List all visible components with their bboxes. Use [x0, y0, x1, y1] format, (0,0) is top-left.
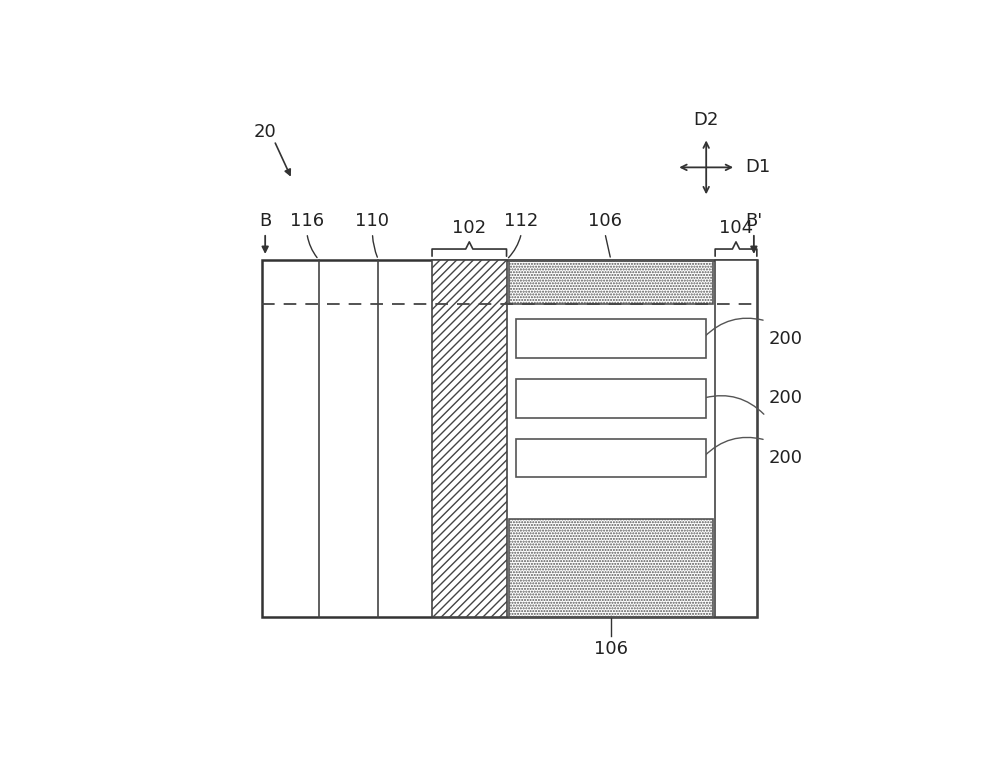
Bar	[715, 260, 757, 618]
Text: D1: D1	[745, 159, 770, 176]
Text: B: B	[259, 212, 271, 230]
Text: 106: 106	[594, 640, 628, 658]
Bar	[509, 519, 713, 618]
Text: 200: 200	[769, 330, 803, 348]
Bar	[516, 379, 706, 418]
Text: 112: 112	[504, 212, 539, 230]
Bar	[262, 260, 757, 618]
Text: 110: 110	[355, 212, 389, 230]
Text: 106: 106	[588, 212, 622, 230]
Text: 102: 102	[452, 219, 486, 237]
Text: 116: 116	[290, 212, 324, 230]
Bar	[516, 439, 706, 478]
Bar	[509, 260, 713, 304]
Bar	[432, 260, 507, 618]
Text: D2: D2	[694, 111, 719, 128]
Bar	[516, 320, 706, 358]
Text: 200: 200	[769, 389, 803, 407]
Text: 200: 200	[769, 449, 803, 467]
Text: 104: 104	[719, 219, 753, 237]
Text: 20: 20	[253, 122, 276, 141]
Text: B': B'	[745, 212, 762, 230]
